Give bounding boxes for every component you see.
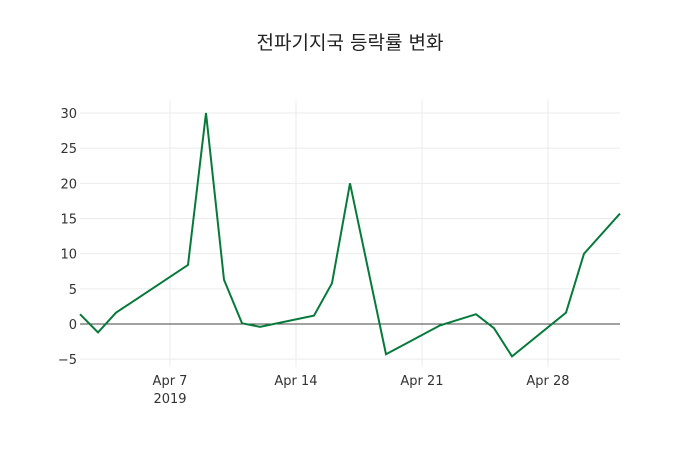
x-tick-label: Apr 7 bbox=[153, 374, 188, 389]
x-axis: Apr 7 2019 Apr 14 Apr 21 Apr 28 bbox=[153, 374, 570, 407]
x-tick-label: Apr 14 bbox=[274, 374, 317, 389]
chart-title: 전파기지국 등락률 변화 bbox=[256, 32, 444, 54]
y-tick-label: 0 bbox=[69, 318, 77, 333]
y-tick-label: 10 bbox=[60, 248, 77, 263]
y-tick-label: 20 bbox=[60, 177, 77, 192]
y-tick-label: 30 bbox=[60, 107, 77, 122]
y-tick-label: −5 bbox=[58, 353, 77, 368]
x-tick-label: Apr 28 bbox=[526, 374, 569, 389]
gridlines bbox=[80, 100, 620, 367]
y-tick-label: 25 bbox=[60, 142, 77, 157]
x-tick-label: Apr 21 bbox=[400, 374, 443, 389]
series-line bbox=[79, 112, 621, 358]
y-axis: −5 0 5 10 15 20 25 30 bbox=[58, 107, 77, 368]
x-tick-year-label: 2019 bbox=[153, 392, 186, 407]
y-tick-label: 5 bbox=[69, 283, 77, 298]
y-tick-label: 15 bbox=[60, 213, 77, 228]
